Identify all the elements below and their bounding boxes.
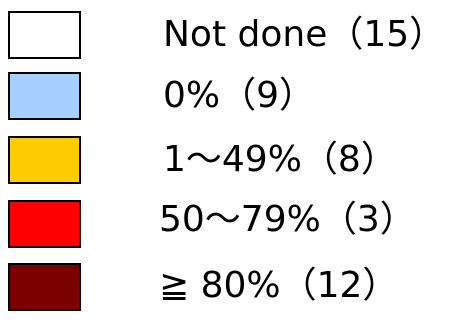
legend-swatch-0-percent — [8, 72, 81, 120]
legend-swatch-80-plus-percent — [8, 263, 81, 311]
legend-swatch-1-49-percent — [8, 136, 81, 184]
legend-swatch-not-done — [8, 11, 81, 59]
legend-label-50-79-percent: 50～79%（3） — [159, 199, 416, 240]
legend-swatch-50-79-percent — [8, 200, 81, 248]
legend-label-1-49-percent: 1～49%（8） — [163, 139, 397, 180]
legend-label-0-percent: 0%（9） — [163, 75, 316, 116]
legend-label-80-plus-percent: ≧ 80%（12） — [159, 265, 399, 306]
legend-label-not-done: Not done（15） — [163, 14, 446, 55]
